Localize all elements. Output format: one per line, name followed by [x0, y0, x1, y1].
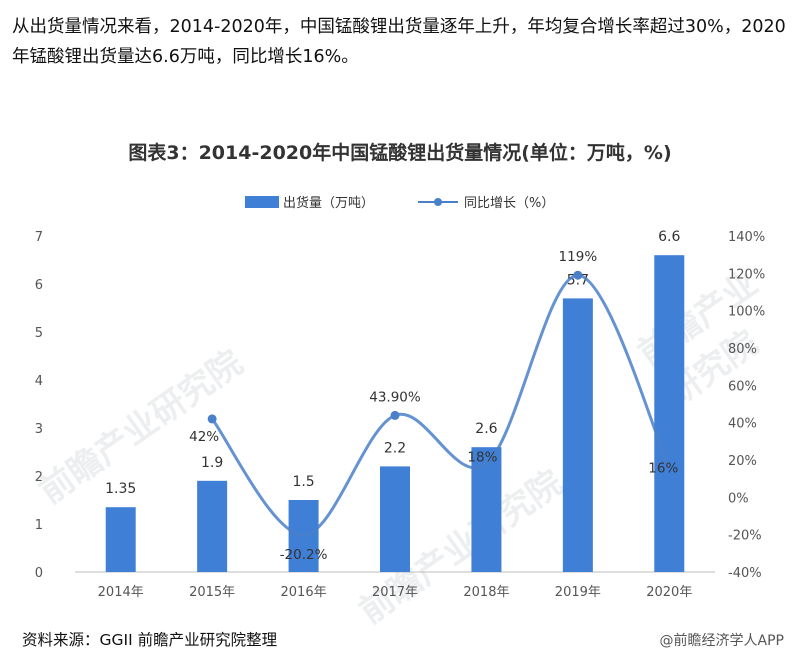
growth-line	[210, 273, 671, 537]
growth-value-label: 119%	[559, 249, 598, 265]
legend-label-line: 同比增长（%）	[464, 196, 554, 211]
source-note: 资料来源：GGII 前瞻产业研究院整理	[22, 631, 278, 649]
growth-point	[207, 414, 217, 424]
legend-swatch-bar	[245, 196, 279, 208]
bar	[105, 507, 136, 572]
y-right-tick-label: 20%	[728, 454, 757, 469]
bar	[197, 480, 228, 572]
chart-area: 出货量（万吨） 同比增长（%） 0 1 2 3 4 5 6 7 -40% -20% 0% 20% 40% 60…	[35, 195, 765, 600]
x-tick-label: 2017年	[372, 585, 418, 600]
y-right-tick-label: 40%	[728, 417, 757, 432]
bar	[380, 466, 410, 572]
y-left-tick-label: 5	[35, 326, 43, 341]
x-tick-label: 2018年	[463, 585, 509, 600]
y-right-tick-label: 140%	[728, 230, 765, 245]
bar	[562, 298, 593, 572]
bar	[654, 255, 685, 572]
y-left-tick-label: 7	[35, 230, 43, 245]
legend-label-bar: 出货量（万吨）	[283, 195, 374, 211]
bar-value-label: 1.35	[105, 481, 136, 497]
y-left-tick-label: 6	[35, 278, 43, 293]
x-tick-label: 2016年	[281, 585, 327, 600]
y-right-tick-label: 100%	[728, 305, 765, 320]
y-right-tick-label: -40%	[728, 566, 762, 581]
y-left-tick-label: 4	[35, 374, 43, 389]
growth-point	[390, 410, 400, 420]
y-left-tick-label: 0	[35, 566, 43, 581]
y-right-tick-label: 60%	[728, 379, 757, 394]
growth-value-label: 18%	[467, 450, 497, 466]
bar-value-label: 2.6	[475, 421, 497, 437]
y-right-tick-label: 120%	[728, 267, 765, 282]
bar-value-label: 1.5	[292, 474, 314, 490]
bar-value-label: 1.9	[201, 455, 223, 471]
y-left-tick-label: 1	[35, 518, 43, 533]
growth-value-label: 43.90%	[369, 389, 421, 405]
y-left-tick-label: 2	[35, 470, 43, 485]
chart-title: 图表3：2014-2020年中国锰酸锂出货量情况(单位：万吨，%)	[128, 142, 672, 164]
y-right-tick-label: -20%	[728, 529, 762, 544]
x-tick-label: 2014年	[98, 585, 144, 600]
y-right-tick-label: 0%	[728, 491, 749, 506]
legend-marker-line	[434, 198, 442, 206]
growth-value-label: -20.2%	[280, 547, 328, 563]
x-tick-label: 2019年	[555, 585, 601, 600]
growth-point	[573, 270, 583, 280]
bar-value-label: 2.2	[384, 440, 406, 456]
y-left-tick-label: 3	[35, 422, 43, 437]
growth-value-label: 42%	[189, 429, 219, 445]
bar-value-label: 6.6	[658, 229, 680, 245]
y-right-tick-label: 80%	[728, 342, 757, 357]
intro-paragraph: 从出货量情况来看，2014-2020年，中国锰酸锂出货量逐年上升，年均复合增长率…	[12, 17, 786, 67]
x-tick-label: 2020年	[646, 585, 692, 600]
credit-text: @前瞻经济学人APP	[659, 633, 784, 649]
bar	[471, 447, 502, 572]
growth-value-label: 16%	[648, 460, 678, 476]
x-tick-label: 2015年	[189, 585, 235, 600]
